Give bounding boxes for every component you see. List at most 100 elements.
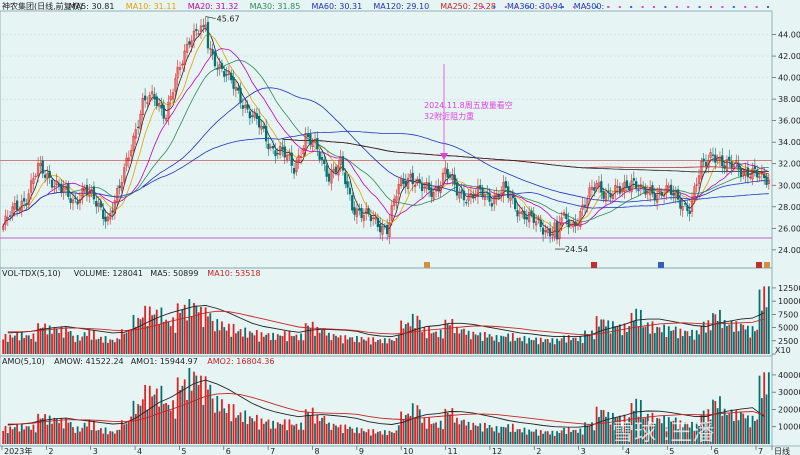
candle-body [337,165,340,176]
volume-bar [239,412,242,444]
volume-bar [390,432,393,444]
candle-body [590,186,594,190]
volume-bar [79,431,81,444]
candle-body [697,175,701,185]
volume-bar [311,321,314,354]
volume-bar [158,406,160,444]
volume-bar [444,408,447,444]
volume-bar [481,340,484,354]
event-marker [756,262,762,268]
candle-body [132,135,135,151]
volume-bar [681,427,684,444]
candle-body [609,192,612,198]
volume-bar [691,421,693,444]
volume-bar [751,326,754,354]
volume-bar [460,329,463,354]
candle-body [472,194,475,199]
volume-bar [549,434,551,444]
candle-body [57,183,61,187]
low-label: 24.54 [565,245,588,254]
candle-body [302,148,305,155]
event-marker [591,262,597,268]
volume-bar [379,431,382,444]
candle-body [688,210,691,214]
volume-bar [628,417,631,444]
candle-body [458,192,461,199]
volume-bar [649,424,652,444]
price-tick-label: 36.00 [778,117,800,126]
volume-bar [197,312,200,354]
volume-bar [460,420,463,444]
volume-bar [491,427,493,444]
volume-bar [88,329,91,354]
candle-body [320,157,324,160]
volume-bar [216,319,219,354]
volume-bar [328,332,330,354]
volume-bar [360,428,363,444]
volume-bar [693,339,696,354]
volume-bar [214,412,216,444]
volume-bar [500,426,503,444]
x-tick-label: 4 [137,447,142,455]
volume-bar [363,431,365,444]
legend-item-4: MA30: 31.85 [250,2,301,11]
volume-bar [614,417,617,444]
volume-bar [702,410,705,444]
candle-body [746,167,750,178]
volume-bar [612,321,614,354]
candle-body [372,217,375,220]
volume-bar [255,414,258,444]
volume-bar [609,424,612,444]
volume-bar [560,338,563,354]
x-tick-label: 5 [181,447,186,455]
y-tick-label: 5000 [778,324,798,333]
volume-bar [602,319,605,354]
price-tick-label: 24.00 [778,246,800,255]
volume-bar [93,420,95,444]
volume-bar [749,427,752,444]
volume-bar [463,419,465,444]
volume-bar [432,423,435,444]
volume-bar [470,339,472,354]
volume-bar [293,336,295,354]
signal-dot [596,6,598,8]
volume-bar [374,341,377,354]
volume-bar [672,420,675,444]
signal-dot [641,6,644,8]
candle-body [660,191,663,196]
volume-bar [72,335,74,354]
signal-dot [584,6,587,8]
volume-bar [653,332,656,354]
candle-body [760,171,763,175]
candle-body [476,185,480,197]
candle-body [11,206,14,217]
candle-body [118,185,121,189]
volume-bar [76,426,79,444]
volume-bar [118,429,121,444]
candle-body [642,186,645,189]
volume-bar [598,326,600,354]
volume-bar [453,422,456,444]
candle-body [758,176,761,178]
volume-bar [53,327,56,354]
volume-bar [625,422,628,444]
volume-bar [162,321,165,354]
volume-bar [260,332,263,354]
volume-bar [383,338,386,354]
volume-bar [153,394,156,444]
candle-body [153,94,156,100]
candle-body [344,172,347,185]
volume-bar [307,325,309,354]
volume-bar [25,335,28,354]
volume-bar [318,332,321,354]
candle-body [430,187,433,197]
main-indicator-legend: 神农集团(日线,前复权)MA5: 30.81 MA10: 31.11 MA20: 3… [2,1,610,11]
volume-bar [279,423,281,444]
candle-body [92,186,96,200]
volume-bar [432,332,435,354]
x-tick-label: 5 [669,447,674,455]
volume-bar [379,339,382,354]
volume-bar [386,343,389,354]
volume-bar [139,319,142,354]
candle-body [299,156,303,158]
